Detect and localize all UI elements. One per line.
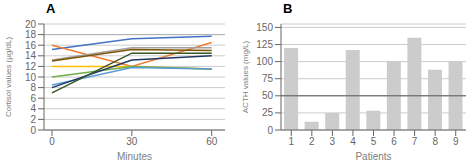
- svg-text:Patients: Patients: [355, 151, 391, 160]
- svg-text:12: 12: [25, 61, 37, 72]
- svg-text:Minutes: Minutes: [117, 151, 152, 160]
- svg-text:30: 30: [126, 136, 138, 147]
- svg-text:7: 7: [412, 136, 418, 147]
- svg-text:Cortisol values (µg/dL): Cortisol values (µg/dL): [8, 37, 13, 118]
- svg-text:50: 50: [262, 90, 274, 101]
- html-text:B: B: [283, 1, 293, 16]
- svg-text:4: 4: [30, 103, 36, 114]
- svg-text:0: 0: [267, 125, 273, 136]
- html-text:A: A: [46, 1, 56, 16]
- svg-text:60: 60: [206, 136, 218, 147]
- svg-text:0: 0: [30, 125, 36, 136]
- svg-text:ACTH values (mg/L): ACTH values (mg/L): [241, 40, 250, 113]
- svg-text:6: 6: [391, 136, 397, 147]
- svg-text:25: 25: [262, 107, 274, 118]
- svg-text:4: 4: [350, 136, 356, 147]
- svg-text:2: 2: [309, 136, 315, 147]
- svg-text:18: 18: [25, 29, 37, 40]
- svg-text:20: 20: [25, 19, 37, 30]
- svg-text:150: 150: [256, 22, 273, 33]
- svg-text:16: 16: [25, 40, 37, 51]
- svg-text:125: 125: [256, 39, 273, 50]
- svg-text:8: 8: [432, 136, 438, 147]
- svg-text:3: 3: [330, 136, 336, 147]
- svg-text:75: 75: [262, 73, 274, 84]
- svg-text:0: 0: [49, 136, 55, 147]
- svg-text:8: 8: [30, 82, 36, 93]
- svg-text:5: 5: [371, 136, 377, 147]
- svg-text:6: 6: [30, 93, 36, 104]
- svg-text:100: 100: [256, 56, 273, 67]
- svg-text:1: 1: [288, 136, 294, 147]
- svg-text:10: 10: [25, 72, 37, 83]
- svg-text:14: 14: [25, 50, 37, 61]
- svg-text:2: 2: [30, 114, 36, 125]
- svg-text:9: 9: [453, 136, 459, 147]
